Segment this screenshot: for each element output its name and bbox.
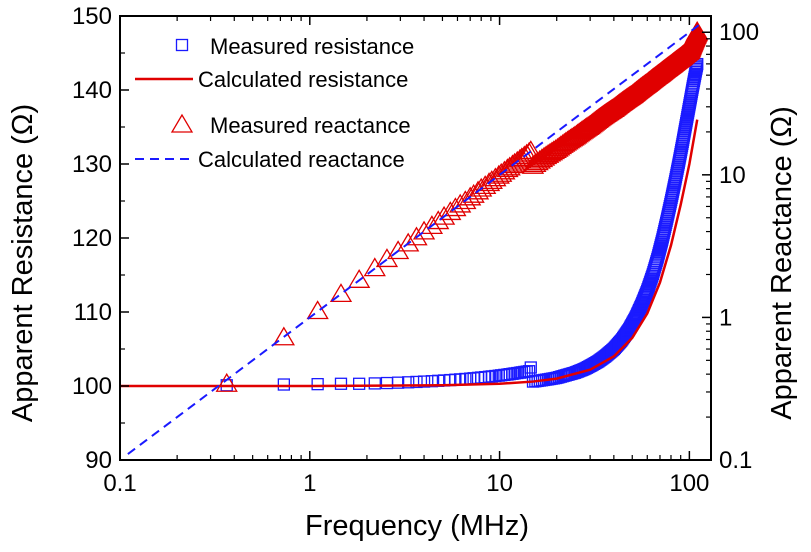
x-axis-title: Frequency (MHz) [305,510,529,542]
reactance-point [519,140,542,160]
y-left-tick-label: 140 [72,77,112,104]
reactance-point [496,158,519,178]
resistance-point [479,370,492,384]
legend-label: Calculated reactance [198,147,405,172]
resistance-point [425,375,439,388]
y-right-tick-label: 1 [719,304,732,331]
legend-label: Calculated resistance [198,67,408,92]
y-axis-right-title: Apparent Reactance (Ω) [766,106,798,419]
x-tick-label: 10 [486,470,513,497]
reactance-point [510,147,533,167]
reactance-point [477,172,501,192]
resistance-point [277,378,291,391]
reactance-point [513,145,536,165]
legend-label: Measured reactance [210,113,411,138]
resistance-point [410,375,423,389]
y-right-tick-label: 0.1 [719,447,752,474]
reactance-point [412,220,436,240]
legend-entry: Calculated resistance [135,67,408,92]
reactance-point [484,167,507,187]
resistance-point [417,375,431,388]
y-right-tick-label: 10 [719,162,746,189]
resistance-point [475,371,488,384]
y-left-tick-label: 150 [72,3,112,30]
legend-entry: Measured resistance [175,34,414,59]
reactance-point [306,300,329,320]
resistance-point [380,376,394,390]
reactance-point [498,156,521,176]
resistance-point [391,376,405,389]
resistance-point [471,371,485,385]
reactance-point [397,232,420,252]
series-calculated-resistance [120,119,699,388]
resistance-point [368,377,381,390]
reactance-point [329,283,353,303]
resistance-line [120,119,699,388]
reactance-point [386,240,410,260]
resistance-point [353,377,366,390]
x-tick-label: 1 [303,470,316,497]
legend-square-marker [175,38,189,52]
reactance-point [405,226,428,246]
reactance-point [444,197,467,217]
reactance-point [449,193,472,213]
reactance-point [215,372,238,392]
y-axis-left-title: Apparent Resistance (Ω) [7,104,39,422]
reactance-point [439,201,462,221]
reactance-point [420,215,444,235]
reactance-point [515,143,538,163]
series-measured-resistance [220,57,704,392]
reactance-point [272,326,295,346]
x-tick-label: 100 [669,470,709,497]
y-left-tick-label: 120 [72,225,112,252]
legend: Measured resistance Calculated resistance… [135,34,414,172]
legend-entry: Measured reactance [170,113,411,138]
reactance-point [470,177,493,197]
y-left-tick-label: 100 [72,373,112,400]
plot-area [120,20,709,455]
legend-triangle-marker [170,113,194,133]
reactance-point [454,190,477,210]
resistance-point [334,377,348,390]
resistance-point [464,372,477,385]
reactance-point [480,170,503,190]
legend-entry: Calculated reactance [135,147,405,172]
reactance-point [474,175,497,195]
x-tick-label: 0.1 [103,470,136,497]
resistance-point [467,372,480,385]
reactance-point [427,210,450,230]
reactance-point [348,269,371,288]
reactance-point [503,152,526,172]
series-measured-reactance [215,20,709,392]
y-left-tick-label: 110 [74,299,112,326]
reactance-point [524,153,547,172]
y-left-tick-label: 90 [85,447,112,474]
reactance-point [493,160,516,180]
resistance-point [524,361,537,374]
legend-label: Measured resistance [210,34,414,59]
y-right-tick-label: 100 [719,19,759,46]
resistance-point [402,376,415,389]
resistance-point [311,377,324,391]
y-left-tick-label: 130 [72,151,112,178]
